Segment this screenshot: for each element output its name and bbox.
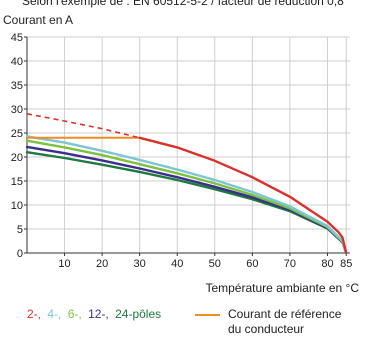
tick-label-x-10: 10 bbox=[58, 258, 70, 270]
series-line-2-extrapolated bbox=[26, 113, 140, 139]
tick-label-x-50: 50 bbox=[209, 258, 221, 270]
tick-label-y-20: 20 bbox=[11, 152, 23, 164]
tick-label-y-35: 35 bbox=[11, 80, 23, 92]
pole-legend: 2-, 4-, 6-, 12-, 24-pôles bbox=[27, 307, 164, 321]
y-axis-title: Courant en A bbox=[3, 13, 74, 27]
legend-pole-24: 24-pôles bbox=[115, 307, 162, 321]
series-line-4 bbox=[25, 135, 348, 255]
legend-pole-2: 2-, bbox=[27, 307, 42, 321]
tick-label-x-60: 60 bbox=[246, 258, 258, 270]
tick-label-y-30: 30 bbox=[11, 104, 23, 116]
tick-label-x-70: 70 bbox=[284, 258, 296, 270]
reference-legend: Courant de référence du conducteur bbox=[195, 307, 358, 337]
tick-label-y-5: 5 bbox=[17, 224, 23, 236]
tick-label-y-10: 10 bbox=[11, 200, 23, 212]
axes: 0 5 10 15 20 25 30 35 40 45 10 20 30 40 50 60 70 80 85 bbox=[11, 32, 353, 270]
tick-label-x-30: 30 bbox=[134, 258, 146, 270]
tick-label-x-85: 85 bbox=[340, 258, 352, 270]
x-axis-title: Température ambiante en °C bbox=[205, 281, 359, 295]
tick-label-y-0: 0 bbox=[17, 248, 23, 260]
reference-legend-label: Courant de référence du conducteur bbox=[228, 307, 342, 336]
series-line-2 bbox=[138, 136, 348, 255]
series-lines bbox=[25, 113, 348, 255]
tick-label-y-45: 45 bbox=[11, 32, 23, 44]
tick-label-x-40: 40 bbox=[171, 258, 183, 270]
tick-label-y-15: 15 bbox=[11, 176, 23, 188]
chart-caption: Selon l'exemple de : EN 60512-5-2 / fact… bbox=[22, 0, 344, 8]
legend-pole-6: 6-, bbox=[67, 307, 82, 321]
reference-swatch bbox=[195, 314, 220, 316]
legend-pole-4: 4-, bbox=[47, 307, 62, 321]
legend-pole-12: 12-, bbox=[88, 307, 109, 321]
tick-label-y-40: 40 bbox=[11, 56, 23, 68]
series-line-6 bbox=[25, 139, 348, 255]
tick-label-x-80: 80 bbox=[321, 258, 333, 270]
series-line-12 bbox=[25, 145, 348, 255]
tick-label-y-25: 25 bbox=[11, 128, 23, 140]
tick-label-x-20: 20 bbox=[96, 258, 108, 270]
